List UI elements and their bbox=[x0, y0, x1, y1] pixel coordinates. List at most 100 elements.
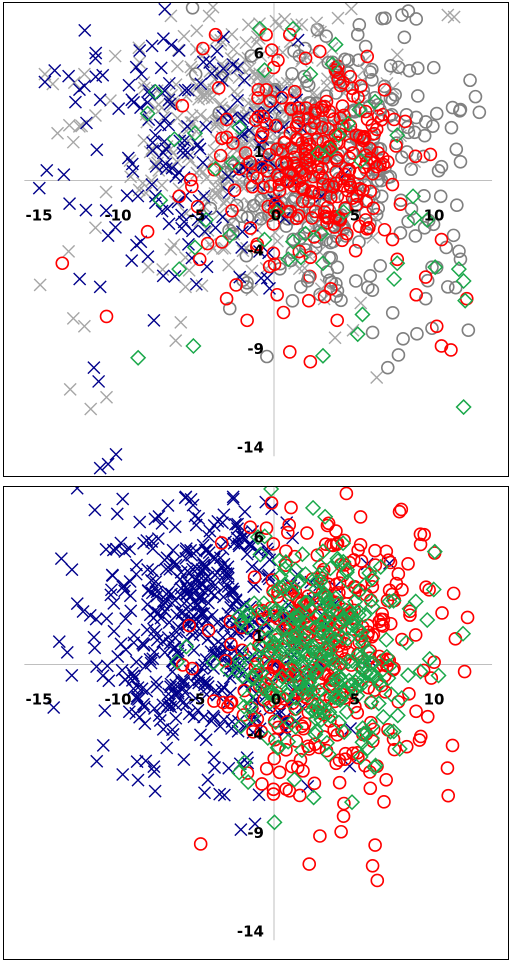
point-circle-ff0000 bbox=[391, 567, 406, 581]
point-diamond-1aa84a bbox=[244, 668, 261, 685]
point-diamond-1aa84a bbox=[326, 689, 343, 706]
point-circle-ff0000 bbox=[342, 151, 357, 165]
point-circle-ff0000 bbox=[246, 724, 260, 739]
point-circle-808080 bbox=[244, 49, 259, 63]
point-circle-ff0000 bbox=[339, 487, 354, 501]
point-x-00008b bbox=[228, 517, 242, 531]
point-x-00008b bbox=[236, 111, 250, 125]
point-diamond-1aa84a bbox=[352, 152, 369, 169]
point-diamond-1aa84a bbox=[271, 672, 288, 689]
point-x-00008b bbox=[90, 754, 104, 768]
point-diamond-1aa84a bbox=[259, 729, 276, 746]
point-diamond-1aa84a bbox=[185, 337, 202, 355]
point-x-00008b bbox=[93, 461, 107, 475]
point-x-00008b bbox=[170, 625, 184, 639]
point-x-00008b bbox=[226, 492, 240, 506]
point-circle-ff0000 bbox=[219, 112, 234, 127]
point-x-00008b bbox=[211, 514, 225, 528]
point-x-00008b bbox=[291, 33, 305, 47]
point-x-00008b bbox=[230, 531, 244, 545]
point-diamond-1aa84a bbox=[378, 631, 395, 648]
point-diamond-1aa84a bbox=[300, 681, 317, 698]
point-diamond-1aa84a bbox=[300, 674, 317, 691]
point-x-a6a6a6 bbox=[252, 69, 266, 83]
point-diamond-1aa84a bbox=[352, 677, 369, 694]
point-x-00008b bbox=[201, 773, 215, 787]
point-x-a6a6a6 bbox=[197, 90, 211, 104]
point-circle-808080 bbox=[431, 163, 446, 178]
point-x-a6a6a6 bbox=[269, 14, 283, 28]
point-x-a6a6a6 bbox=[155, 178, 169, 192]
point-x-a6a6a6 bbox=[235, 180, 249, 194]
point-x-00008b bbox=[179, 587, 193, 601]
point-x-00008b bbox=[162, 118, 176, 132]
point-x-a6a6a6 bbox=[239, 36, 253, 50]
point-diamond-1aa84a bbox=[322, 560, 339, 577]
point-diamond-1aa84a bbox=[317, 588, 334, 605]
point-diamond-1aa84a bbox=[341, 602, 358, 619]
point-circle-808080 bbox=[429, 106, 444, 121]
point-x-a6a6a6 bbox=[177, 29, 191, 43]
point-diamond-1aa84a bbox=[308, 723, 325, 740]
point-circle-ff0000 bbox=[424, 671, 439, 685]
point-circle-ff0000 bbox=[317, 205, 332, 219]
point-circle-ff0000 bbox=[293, 163, 307, 178]
tick-labels: -15 -10 -5 0 5 10 6 1 -4 -9 -14 bbox=[25, 44, 444, 456]
point-circle-ff0000 bbox=[301, 739, 315, 754]
point-circle-ff0000 bbox=[401, 556, 415, 571]
point-diamond-1aa84a bbox=[277, 650, 294, 667]
point-circle-ff0000 bbox=[440, 761, 455, 775]
point-circle-ff0000 bbox=[261, 199, 276, 214]
point-circle-ff0000 bbox=[288, 150, 302, 165]
point-x-a6a6a6 bbox=[201, 223, 215, 237]
point-diamond-1aa84a bbox=[302, 600, 320, 617]
point-diamond-1aa84a bbox=[427, 259, 444, 276]
point-diamond-1aa84a bbox=[311, 566, 328, 583]
point-x-a6a6a6 bbox=[253, 17, 266, 31]
point-x-00008b bbox=[123, 574, 137, 588]
point-x-00008b bbox=[149, 159, 163, 173]
point-circle-ff0000 bbox=[322, 104, 337, 119]
point-circle-ff0000 bbox=[338, 752, 352, 767]
point-x-a6a6a6 bbox=[203, 237, 217, 251]
point-diamond-1aa84a bbox=[244, 670, 261, 687]
point-diamond-1aa84a bbox=[346, 680, 363, 697]
data-points bbox=[47, 487, 475, 888]
point-diamond-1aa84a bbox=[375, 708, 392, 726]
point-diamond-1aa84a bbox=[331, 668, 348, 685]
point-x-00008b bbox=[135, 682, 149, 696]
point-circle-808080 bbox=[416, 149, 431, 164]
point-diamond-1aa84a bbox=[312, 557, 329, 574]
point-circle-ff0000 bbox=[251, 91, 265, 105]
point-x-00008b bbox=[216, 680, 230, 694]
point-x-00008b bbox=[163, 562, 177, 576]
point-x-00008b bbox=[32, 181, 46, 195]
point-circle-ff0000 bbox=[345, 191, 360, 205]
point-x-a6a6a6 bbox=[222, 258, 236, 272]
point-x-00008b bbox=[155, 516, 169, 530]
x-tick-label: -5 bbox=[189, 691, 206, 709]
point-x-00008b bbox=[180, 583, 194, 597]
point-x-00008b bbox=[118, 584, 132, 598]
point-diamond-1aa84a bbox=[419, 611, 436, 629]
point-diamond-1aa84a bbox=[419, 211, 436, 228]
point-circle-ff0000 bbox=[332, 775, 347, 790]
point-circle-ff0000 bbox=[307, 776, 322, 791]
point-circle-ff0000 bbox=[371, 146, 386, 160]
point-diamond-1aa84a bbox=[455, 398, 472, 416]
point-x-00008b bbox=[217, 580, 231, 594]
point-diamond-1aa84a bbox=[352, 748, 369, 765]
x-tick-label: -15 bbox=[25, 691, 52, 709]
point-circle-ff0000 bbox=[343, 69, 358, 84]
point-circle-808080 bbox=[385, 92, 400, 107]
point-diamond-1aa84a bbox=[383, 686, 400, 703]
point-x-a6a6a6 bbox=[218, 241, 232, 255]
point-diamond-1aa84a bbox=[334, 535, 352, 552]
point-diamond-1aa84a bbox=[322, 601, 339, 619]
point-x-a6a6a6 bbox=[207, 144, 221, 158]
point-x-00008b bbox=[78, 23, 92, 37]
point-diamond-1aa84a bbox=[380, 670, 397, 687]
point-x-00008b bbox=[202, 529, 216, 543]
point-x-00008b bbox=[166, 543, 180, 557]
point-circle-808080 bbox=[275, 109, 290, 124]
